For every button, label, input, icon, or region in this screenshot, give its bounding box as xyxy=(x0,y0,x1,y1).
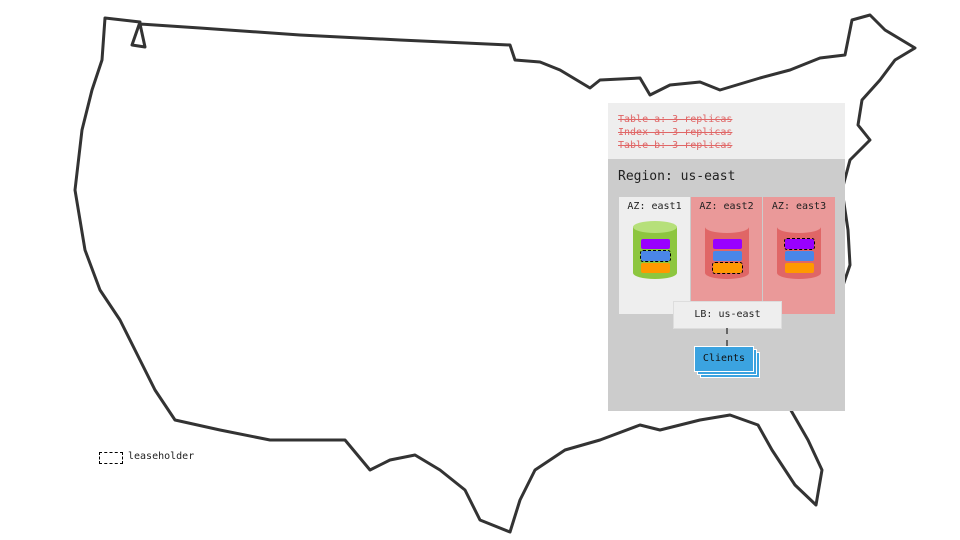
database-icon xyxy=(777,221,821,285)
replica-table-a-leaseholder xyxy=(784,238,815,250)
note-index-a: Index a: 3 replicas xyxy=(618,127,733,138)
load-balancer: LB: us-east xyxy=(673,301,782,329)
note-table-b: Table b: 3 replicas xyxy=(618,140,733,151)
az-east1: AZ: east1 xyxy=(619,197,690,314)
az-label: AZ: east1 xyxy=(627,201,682,212)
database-icon xyxy=(704,221,749,285)
replica-table-b xyxy=(640,263,670,273)
legend-label: leaseholder xyxy=(128,451,195,462)
az-label: AZ: east2 xyxy=(699,201,754,212)
replica-index-a xyxy=(785,251,814,261)
replica-index-a-leaseholder xyxy=(639,250,671,262)
region-label: Region: us-east xyxy=(618,169,736,184)
az-label: AZ: east3 xyxy=(771,201,827,212)
database-icon xyxy=(632,221,677,285)
replica-config-panel: Table a: 3 replicas Index a: 3 replicas … xyxy=(608,103,845,159)
replica-table-b xyxy=(785,263,814,273)
leaseholder-legend-swatch xyxy=(99,452,123,464)
replica-table-a xyxy=(640,239,670,249)
replica-table-b-leaseholder xyxy=(711,262,743,274)
replica-index-a xyxy=(712,251,742,261)
connector-line xyxy=(726,328,728,346)
clients: Clients xyxy=(694,346,754,372)
az-east3: AZ: east3 xyxy=(763,197,835,314)
az-east2: AZ: east2 xyxy=(691,197,762,314)
note-table-a: Table a: 3 replicas xyxy=(618,114,733,125)
replica-table-a xyxy=(712,239,742,249)
